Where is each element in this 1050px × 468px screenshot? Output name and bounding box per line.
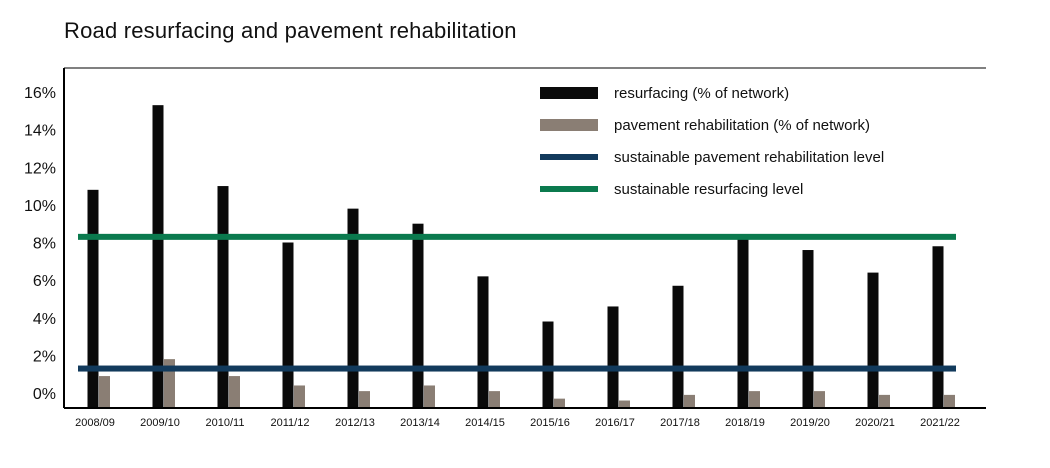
y-tick-label: 14%: [24, 123, 56, 140]
bar-resurfacing: [802, 250, 814, 408]
y-tick-label: 2%: [33, 348, 56, 365]
bar-resurfacing: [737, 238, 749, 408]
x-tick-label: 2012/13: [335, 417, 375, 429]
x-tick-label: 2011/12: [271, 417, 310, 429]
legend-label: sustainable resurfacing level: [614, 181, 803, 198]
bar-pavement-rehabilitation: [359, 391, 370, 408]
bar-pavement-rehabilitation: [619, 400, 630, 408]
bar-pavement-rehabilitation: [489, 391, 500, 408]
y-tick-label: 8%: [33, 236, 56, 253]
y-tick-label: 0%: [33, 386, 56, 403]
bar-pavement-rehabilitation: [554, 398, 565, 408]
bar-resurfacing: [477, 276, 489, 408]
y-tick-label: 10%: [24, 198, 56, 215]
bar-resurfacing: [347, 208, 359, 408]
x-tick-label: 2021/22: [920, 417, 960, 429]
bar-pavement-rehabilitation: [684, 394, 695, 408]
bar-pavement-rehabilitation: [749, 391, 760, 408]
x-tick-label: 2015/16: [530, 417, 570, 429]
legend-label: resurfacing (% of network): [614, 85, 789, 102]
chart-title: Road resurfacing and pavement rehabilita…: [64, 18, 517, 43]
x-tick-labels: 2008/09 2009/10 2010/11 2011/12 2012/13 2013/…: [75, 417, 960, 429]
y-tick-label: 12%: [24, 160, 56, 177]
reference-line: [78, 233, 956, 240]
bar-pavement-rehabilitation: [294, 385, 305, 408]
bar-pavement-rehabilitation: [229, 376, 240, 408]
legend-label: sustainable pavement rehabilitation leve…: [614, 149, 884, 166]
reference-lines-group: [78, 233, 956, 372]
bar-resurfacing: [542, 321, 554, 408]
bar-pavement-rehabilitation: [424, 385, 435, 408]
bar-resurfacing: [607, 306, 619, 408]
reference-line: [78, 365, 956, 372]
x-tick-label: 2009/10: [140, 417, 180, 429]
y-tick-label: 4%: [33, 311, 56, 328]
x-tick-label: 2013/14: [400, 417, 440, 429]
bar-resurfacing: [87, 189, 99, 408]
x-tick-label: 2014/15: [465, 417, 505, 429]
y-tick-labels: 0% 2% 4% 6% 8% 10% 12% 14% 16%: [24, 85, 56, 403]
legend-swatch: [540, 119, 598, 131]
x-tick-label: 2019/20: [790, 417, 830, 429]
bar-pavement-rehabilitation: [164, 359, 175, 408]
x-tick-label: 2017/18: [660, 417, 700, 429]
legend-swatch: [540, 87, 598, 99]
bar-pavement-rehabilitation: [99, 376, 110, 408]
bar-resurfacing: [672, 285, 684, 408]
x-tick-label: 2016/17: [595, 417, 635, 429]
y-tick-label: 6%: [33, 273, 56, 290]
x-tick-label: 2018/19: [725, 417, 765, 429]
bar-resurfacing: [867, 272, 879, 408]
x-tick-label: 2020/21: [855, 417, 895, 429]
bar-resurfacing: [282, 242, 294, 408]
bar-resurfacing: [412, 223, 424, 408]
legend-swatch: [540, 154, 598, 160]
legend: resurfacing (% of network) pavement rehab…: [540, 85, 884, 198]
legend-swatch: [540, 186, 598, 192]
x-tick-label: 2010/11: [206, 417, 245, 429]
bar-resurfacing: [152, 105, 164, 408]
bar-resurfacing: [217, 186, 229, 408]
y-tick-label: 16%: [24, 85, 56, 102]
legend-label: pavement rehabilitation (% of network): [614, 117, 870, 134]
bar-pavement-rehabilitation: [814, 391, 825, 408]
bar-resurfacing: [932, 246, 944, 408]
bar-pavement-rehabilitation: [879, 394, 890, 408]
x-tick-label: 2008/09: [75, 417, 115, 429]
bar-pavement-rehabilitation: [944, 394, 955, 408]
bars-group: [87, 105, 955, 408]
